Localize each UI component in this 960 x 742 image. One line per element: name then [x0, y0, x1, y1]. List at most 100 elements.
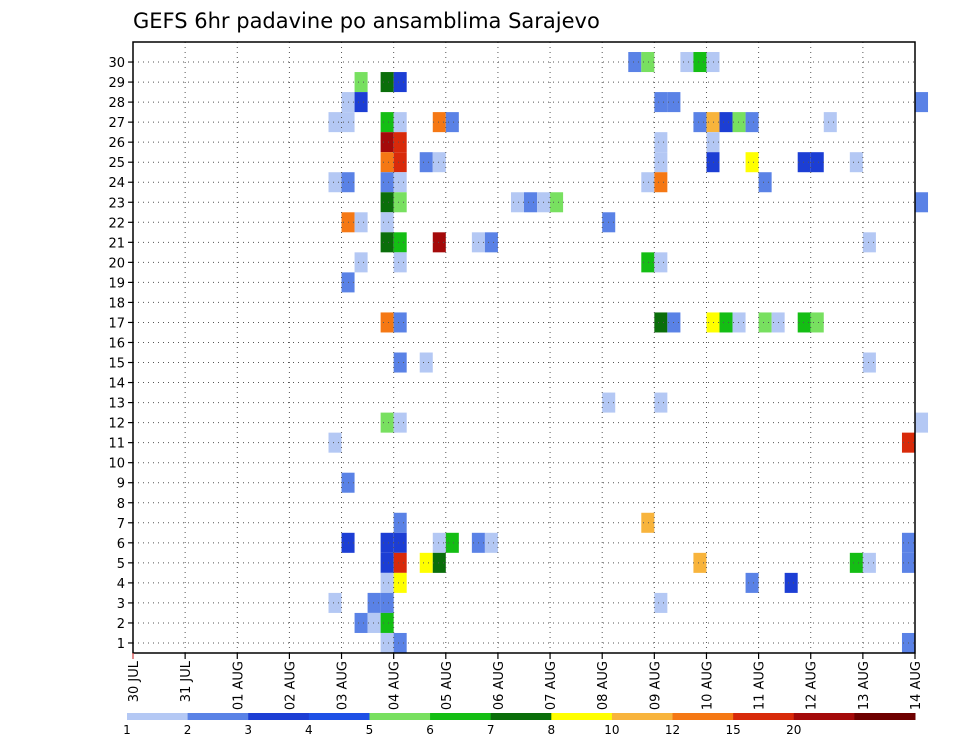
- precip-cell: [693, 112, 707, 133]
- precip-cell: [654, 592, 668, 613]
- x-tick-label: 02 AUG: [283, 661, 298, 710]
- precip-cell: [654, 252, 668, 273]
- precip-cell: [393, 152, 407, 173]
- precip-cell: [510, 192, 524, 213]
- colorbar-tick-label: 5: [366, 723, 374, 737]
- y-tick-label: 12: [108, 417, 125, 432]
- colorbar-swatch: [369, 713, 431, 720]
- colorbar-tick-label: 15: [726, 723, 741, 737]
- precip-cell: [654, 392, 668, 413]
- precip-cell: [393, 532, 407, 553]
- precip-cell: [654, 92, 668, 113]
- x-tick-label: 05 AUG: [440, 661, 455, 710]
- y-tick-label: 19: [108, 276, 125, 291]
- precip-cell: [654, 152, 668, 173]
- precip-cell: [328, 112, 342, 133]
- precip-cell: [393, 72, 407, 93]
- colorbar-tick-label: 8: [547, 723, 555, 737]
- x-tick-label: 30 JUL: [127, 660, 142, 702]
- y-tick-label: 29: [108, 76, 125, 91]
- precip-cell: [380, 152, 394, 173]
- colorbar-swatch: [672, 713, 734, 720]
- precip-cell: [445, 532, 459, 553]
- colorbar-swatch: [551, 713, 613, 720]
- precip-cell: [432, 552, 446, 573]
- precip-cell: [810, 312, 824, 333]
- precip-cell: [393, 412, 407, 433]
- colorbar-swatch: [187, 713, 249, 720]
- colorbar-swatch: [308, 713, 370, 720]
- precip-cell: [393, 132, 407, 153]
- y-tick-label: 5: [117, 557, 125, 572]
- precip-cell: [732, 112, 746, 133]
- y-tick-label: 6: [117, 537, 125, 552]
- y-tick-label: 30: [108, 56, 125, 71]
- colorbar-swatch: [490, 713, 552, 720]
- precip-cell: [706, 112, 720, 133]
- precip-cell: [393, 352, 407, 373]
- precip-cell: [810, 152, 824, 173]
- colorbar-tick-label: 4: [305, 723, 313, 737]
- x-tick-label: 10 AUG: [700, 661, 715, 710]
- precip-cell: [706, 52, 720, 73]
- precip-cell: [745, 112, 759, 133]
- y-tick-label: 11: [108, 437, 125, 452]
- precip-cell: [732, 312, 746, 333]
- precip-cell: [393, 192, 407, 213]
- precip-cell: [393, 312, 407, 333]
- precip-cell: [654, 312, 668, 333]
- x-tick-label: 14 AUG: [909, 661, 924, 710]
- y-tick-label: 10: [108, 457, 125, 472]
- x-tick-label: 12 AUG: [805, 661, 820, 710]
- precip-cell: [628, 52, 642, 73]
- precip-cell: [380, 72, 394, 93]
- x-tick-label: 01 AUG: [231, 661, 246, 710]
- y-tick-label: 15: [108, 357, 125, 372]
- y-tick-label: 2: [117, 617, 125, 632]
- precip-cell: [641, 172, 655, 193]
- precip-cell: [862, 232, 876, 253]
- y-tick-label: 22: [108, 216, 125, 231]
- precip-cell: [380, 212, 394, 233]
- precip-cell: [393, 232, 407, 253]
- precip-cell: [354, 252, 368, 273]
- precip-cell: [862, 352, 876, 373]
- precip-cell: [719, 312, 733, 333]
- colorbar-swatch: [793, 713, 855, 720]
- precip-cell: [641, 512, 655, 533]
- x-tick-label: 09 AUG: [648, 661, 663, 710]
- plot-area: [132, 41, 916, 654]
- x-tick-label: 31 JUL: [179, 660, 194, 702]
- precip-cell: [393, 632, 407, 653]
- colorbar-tick-label: 12: [665, 723, 680, 737]
- precip-cell: [719, 112, 733, 133]
- y-tick-label: 26: [108, 136, 125, 151]
- precip-cell: [380, 632, 394, 653]
- x-tick-label: 03 AUG: [336, 661, 351, 710]
- y-tick-label: 7: [117, 517, 125, 532]
- precip-cell: [915, 92, 929, 113]
- grid-lines: [133, 42, 915, 653]
- precip-cell: [328, 432, 342, 453]
- y-tick-label: 16: [108, 336, 125, 351]
- precip-cell: [393, 552, 407, 573]
- y-tick-label: 28: [108, 96, 125, 111]
- precip-cell: [693, 552, 707, 573]
- precip-cell: [432, 152, 446, 173]
- precip-cell: [354, 92, 368, 113]
- x-tick-label: 11 AUG: [753, 661, 768, 710]
- precip-cell: [393, 112, 407, 133]
- colorbar-tick-label: 7: [487, 723, 495, 737]
- precip-cell: [550, 192, 564, 213]
- y-tick-label: 20: [108, 256, 125, 271]
- colorbar-swatch: [127, 713, 189, 720]
- precip-cell: [706, 152, 720, 173]
- y-tick-label: 27: [108, 116, 125, 131]
- colorbar-swatch: [430, 713, 492, 720]
- precip-cell: [758, 172, 772, 193]
- x-axis-dates: 30 JUL 31 JUL 01 AUG 02 AUG 03 AUG 04 AUG 05 A…: [127, 653, 924, 710]
- chart-title: GEFS 6hr padavine po ansamblima Sarajevo: [133, 9, 600, 33]
- precip-cell: [706, 132, 720, 153]
- colorbar-tick-label: 20: [786, 723, 801, 737]
- y-tick-label: 18: [108, 296, 125, 311]
